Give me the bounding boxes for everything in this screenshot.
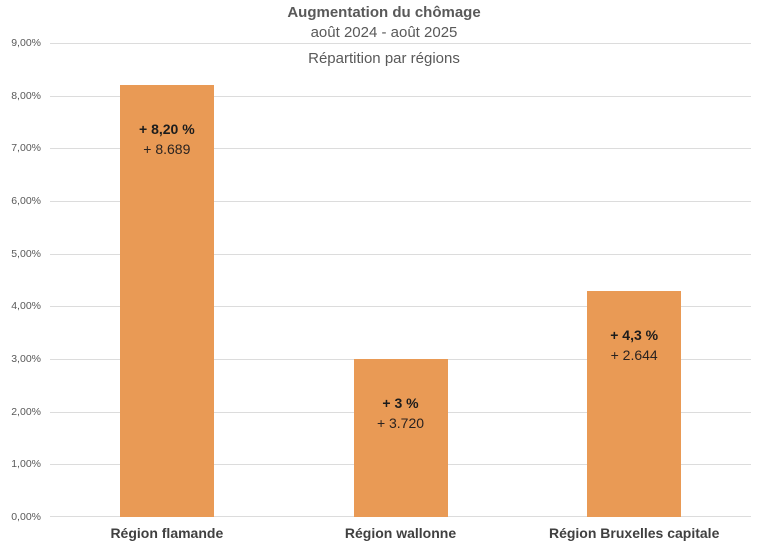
x-axis-category-label: Région Bruxelles capitale [548, 525, 720, 541]
y-axis-tick-label: 5,00% [11, 247, 41, 260]
gridline [50, 253, 751, 255]
x-axis-labels: Région flamande Région wallonne Région Bru… [50, 524, 751, 542]
bar-pct-label: + 3 % [382, 395, 419, 412]
bar-column: + 3 % + 3.720 [284, 43, 518, 517]
bar-2[interactable]: + 4,3 % + 2.644 [587, 290, 682, 517]
bar-0[interactable]: + 8,20 % + 8.689 [119, 85, 214, 517]
y-axis-tick-label: 2,00% [11, 405, 41, 418]
bar-pct-label: + 8,20 % [139, 121, 195, 138]
chart-subtitle-period: août 2024 - août 2025 [310, 24, 458, 41]
y-axis-tick-label: 3,00% [11, 353, 41, 366]
bar-data-label: + 8,20 % + 8.689 [120, 119, 214, 159]
gridline [50, 306, 751, 308]
bar-data-label: + 3 % + 3.720 [354, 393, 448, 433]
x-axis-category-label: Région wallonne [344, 525, 457, 541]
y-axis-tick-label: 1,00% [11, 458, 41, 471]
gridline [50, 43, 751, 44]
bar-column: + 4,3 % + 2.644 [517, 43, 751, 517]
y-axis-tick-label: 0,00% [11, 511, 41, 523]
gridline [50, 148, 751, 150]
bar-1[interactable]: + 3 % + 3.720 [353, 359, 448, 517]
y-axis-tick-label: 7,00% [11, 142, 41, 155]
chart-title: Augmentation du chômage [287, 4, 481, 21]
plot-area: + 8,20 % + 8.689 + 3 % + 3.720 + 4,3 % + 2.64… [50, 43, 751, 517]
bar-data-label: + 4,3 % + 2.644 [587, 325, 681, 365]
bars-container: + 8,20 % + 8.689 + 3 % + 3.720 + 4,3 % + 2.64… [50, 43, 751, 517]
y-axis-tick-label: 6,00% [11, 195, 41, 208]
y-axis-tick-label: 9,00% [11, 37, 41, 49]
bar-count-label: + 8.689 [143, 141, 191, 158]
x-axis-category-label: Région flamande [110, 525, 224, 541]
bar-count-label: + 3.720 [376, 415, 425, 432]
bar-column: + 8,20 % + 8.689 [50, 43, 284, 517]
gridline [50, 201, 751, 203]
bar-pct-label: + 4,3 % [610, 326, 659, 343]
y-axis-tick-label: 8,00% [11, 89, 41, 102]
y-axis: 0,00% 1,00% 2,00% 3,00% 4,00% 5,00% 6,00% 7,00%… [0, 37, 44, 523]
bar-count-label: + 2.644 [610, 346, 658, 363]
gridline [50, 95, 751, 97]
y-axis-tick-label: 4,00% [11, 300, 41, 313]
